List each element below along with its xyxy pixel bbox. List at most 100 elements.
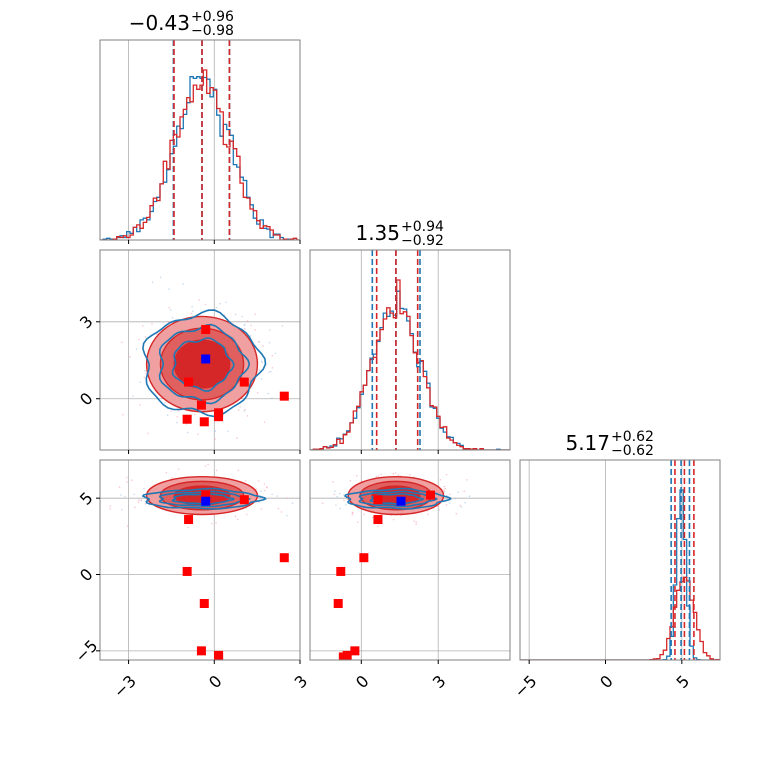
- sample-point: [356, 474, 358, 477]
- histogram-blue: [520, 489, 720, 660]
- contour-line-blue: [369, 493, 425, 505]
- sample-point: [459, 504, 462, 507]
- panel-frame: [99, 459, 301, 661]
- red-square-marker: [196, 646, 206, 656]
- x-tick-label: 0: [596, 671, 617, 692]
- sample-point: [334, 490, 336, 493]
- sample-point: [236, 518, 239, 521]
- sample-point: [187, 526, 189, 529]
- sample-point: [147, 432, 149, 435]
- sample-point: [170, 410, 172, 412]
- sample-point: [268, 371, 270, 373]
- red-square-marker: [196, 400, 206, 410]
- sample-point: [380, 473, 382, 476]
- sample-point: [332, 481, 334, 483]
- sample-point: [246, 415, 249, 417]
- sample-point: [444, 487, 447, 490]
- x-tick-label: 0: [205, 671, 226, 692]
- sample-point: [276, 495, 279, 497]
- sample-point: [144, 503, 147, 505]
- sample-point: [120, 494, 122, 496]
- sample-point: [257, 341, 260, 343]
- red-square-marker: [359, 553, 369, 563]
- sample-point: [159, 276, 162, 279]
- sample-point: [271, 493, 273, 496]
- sample-point: [168, 307, 170, 309]
- sample-point: [234, 313, 237, 316]
- sample-point: [168, 288, 170, 290]
- sample-point: [141, 325, 144, 327]
- sample-point: [250, 324, 252, 327]
- sample-point: [176, 421, 178, 424]
- x-tick-label: −5: [510, 671, 540, 701]
- sample-point: [445, 473, 448, 476]
- sample-point: [268, 329, 271, 331]
- panel-0-0: [100, 40, 300, 240]
- sample-point: [140, 499, 143, 502]
- sample-point: [151, 281, 154, 284]
- red-square-marker: [184, 377, 194, 387]
- sample-point: [254, 313, 256, 316]
- sample-point: [457, 491, 460, 494]
- x-tick-label: 3: [429, 671, 450, 692]
- sample-point: [191, 306, 193, 308]
- sample-point: [135, 348, 138, 350]
- sample-point: [415, 523, 418, 525]
- sample-point: [463, 490, 466, 493]
- red-square-marker: [199, 417, 209, 427]
- sample-point: [260, 360, 263, 363]
- sample-point: [443, 485, 446, 488]
- sample-point: [455, 512, 458, 515]
- sample-point: [121, 341, 123, 344]
- sample-point: [392, 472, 395, 475]
- panel-frame: [309, 249, 511, 451]
- title-value-0: −0.43: [129, 11, 190, 35]
- contour-line-blue: [141, 487, 267, 510]
- sample-point: [269, 370, 272, 373]
- sample-point: [207, 463, 209, 466]
- sample-point: [460, 505, 463, 508]
- sample-point: [151, 322, 153, 325]
- blue-square-marker: [201, 496, 211, 506]
- sample-point: [237, 409, 240, 411]
- sample-point: [139, 404, 141, 406]
- sample-point: [274, 352, 277, 355]
- contour-line-blue: [142, 309, 267, 418]
- sample-point: [131, 479, 133, 482]
- sample-point: [392, 518, 395, 521]
- sample-point: [280, 511, 283, 513]
- sample-point: [338, 492, 341, 495]
- sample-point: [164, 401, 166, 404]
- title-value-2: 5.17: [565, 431, 610, 455]
- red-square-marker: [239, 377, 249, 387]
- sample-point: [137, 501, 140, 503]
- sample-point: [351, 513, 354, 516]
- sample-point: [258, 501, 260, 503]
- y-tick-label: 5: [76, 488, 97, 509]
- sample-point: [286, 514, 288, 517]
- x-tick-label: 0: [352, 671, 373, 692]
- sample-point: [215, 469, 218, 472]
- y-tick-label: 0: [76, 565, 97, 586]
- sample-point: [265, 486, 268, 488]
- sample-point: [124, 495, 126, 498]
- sample-point: [109, 508, 111, 510]
- sample-point: [215, 522, 217, 524]
- sample-point: [176, 416, 179, 418]
- sample-point: [394, 472, 397, 474]
- sample-point: [260, 508, 263, 510]
- sample-point: [445, 494, 448, 497]
- sample-point: [261, 361, 264, 364]
- sample-point: [225, 301, 227, 304]
- sample-point: [268, 341, 271, 344]
- sample-point: [277, 507, 280, 510]
- sample-point: [126, 481, 128, 483]
- panel-2-2: [520, 460, 720, 660]
- sample-point: [263, 483, 266, 485]
- sample-point: [243, 410, 246, 412]
- contour-line-blue: [158, 490, 251, 508]
- sample-point: [227, 430, 229, 433]
- sample-point: [258, 369, 261, 371]
- sample-point: [371, 516, 374, 519]
- red-square-marker: [214, 652, 224, 660]
